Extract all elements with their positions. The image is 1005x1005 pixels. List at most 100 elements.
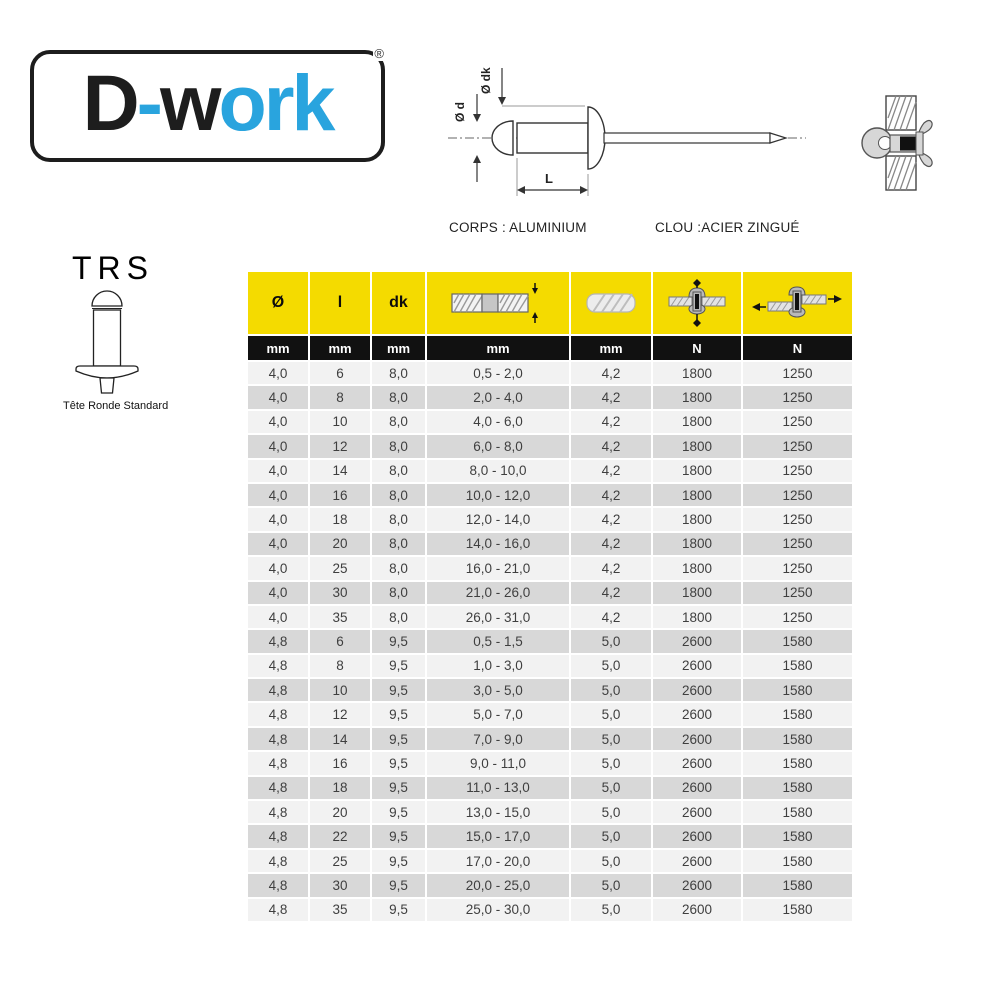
table-cell: 4,0 - 6,0 xyxy=(427,410,569,434)
table-cell: 5,0 xyxy=(571,630,651,653)
table-cell: 5,0 xyxy=(571,874,651,897)
table-cell: 4,8 xyxy=(248,825,308,848)
table-cell: 3,0 - 5,0 xyxy=(427,679,569,702)
logo-dash: - xyxy=(136,57,163,147)
table-cell: 1800 xyxy=(653,435,741,458)
table-cell: 30 xyxy=(310,581,370,604)
table-row: 4,0 20 8,0 14,0 - 16,0 4,2 1800 1250 xyxy=(248,532,852,556)
table-cell: 25,0 - 30,0 xyxy=(427,898,569,921)
table-cell: 1580 xyxy=(743,703,852,726)
table-cell: 1580 xyxy=(743,654,852,678)
rivet-body xyxy=(516,122,589,154)
table-cell: 8,0 xyxy=(372,508,425,531)
table-cell: 4,0 xyxy=(248,386,308,409)
rivet-flange xyxy=(75,365,139,379)
table-cell: 8,0 xyxy=(372,459,425,482)
table-cell: 14 xyxy=(310,727,370,751)
table-cell: 1580 xyxy=(743,630,852,653)
table-units-row: mm mm mm mm mm N N xyxy=(248,336,852,360)
rivet-dimension-diagram: Ø d Ø dk L xyxy=(448,67,806,196)
table-cell: 8,0 xyxy=(372,581,425,604)
table-cell: 18 xyxy=(310,776,370,800)
table-row: 4,8 18 9,5 11,0 - 13,0 5,0 2600 1580 xyxy=(248,776,852,800)
col-header-grip-range xyxy=(427,272,569,334)
table-cell: 1250 xyxy=(743,581,852,604)
dim-label-dk: Ø dk xyxy=(479,67,493,94)
table-cell: 1250 xyxy=(743,459,852,482)
table-cell: 4,2 xyxy=(571,483,651,507)
unit-cell: mm xyxy=(427,336,569,360)
table-cell: 5,0 xyxy=(571,801,651,824)
table-cell: 2600 xyxy=(653,679,741,702)
table-cell: 5,0 xyxy=(571,776,651,800)
table-cell: 10,0 - 12,0 xyxy=(427,483,569,507)
table-cell: 4,8 xyxy=(248,898,308,921)
mandrel-material-label: CLOU :ACIER ZINGUÉ xyxy=(655,220,800,235)
table-cell: 6 xyxy=(310,362,370,385)
table-cell: 6,0 - 8,0 xyxy=(427,435,569,458)
table-cell: 8,0 xyxy=(372,435,425,458)
table-cell: 8,0 xyxy=(372,557,425,580)
table-cell: 1250 xyxy=(743,557,852,580)
shear-strength-icon xyxy=(751,286,842,318)
unit-cell: N xyxy=(743,336,852,360)
table-row: 4,8 16 9,5 9,0 - 11,0 5,0 2600 1580 xyxy=(248,752,852,775)
table-cell: 1800 xyxy=(653,581,741,604)
table-cell: 1250 xyxy=(743,410,852,434)
table-cell: 4,2 xyxy=(571,557,651,580)
table-cell: 16 xyxy=(310,752,370,775)
dim-label-d: Ø d xyxy=(453,102,467,122)
table-cell: 16 xyxy=(310,483,370,507)
table-cell: 9,5 xyxy=(372,849,425,873)
table-body: 4,0 6 8,0 0,5 - 2,0 4,2 1800 1250 4,0 8 8,0 2,0 - … xyxy=(248,362,852,921)
table-cell: 25 xyxy=(310,849,370,873)
table-cell: 1800 xyxy=(653,362,741,385)
table-cell: 9,5 xyxy=(372,654,425,678)
table-cell: 4,0 xyxy=(248,435,308,458)
table-cell: 9,5 xyxy=(372,898,425,921)
table-cell: 9,5 xyxy=(372,776,425,800)
table-cell: 25 xyxy=(310,557,370,580)
table-cell: 8,0 xyxy=(372,483,425,507)
table-cell: 16,0 - 21,0 xyxy=(427,557,569,580)
body-material-label: CORPS : ALUMINIUM xyxy=(449,220,587,235)
table-cell: 0,5 - 1,5 xyxy=(427,630,569,653)
table-cell: 4,8 xyxy=(248,752,308,775)
table-row: 4,0 18 8,0 12,0 - 14,0 4,2 1800 1250 xyxy=(248,508,852,531)
table-cell: 0,5 - 2,0 xyxy=(427,362,569,385)
table-cell: 1800 xyxy=(653,557,741,580)
table-cell: 2600 xyxy=(653,801,741,824)
table-cell: 4,0 xyxy=(248,459,308,482)
table-row: 4,0 16 8,0 10,0 - 12,0 4,2 1800 1250 xyxy=(248,483,852,507)
table-cell: 4,8 xyxy=(248,776,308,800)
table-cell: 35 xyxy=(310,605,370,629)
table-row: 4,8 20 9,5 13,0 - 15,0 5,0 2600 1580 xyxy=(248,801,852,824)
table-cell: 4,2 xyxy=(571,459,651,482)
registered-trademark-icon: ® xyxy=(373,46,385,61)
table-cell: 4,0 xyxy=(248,532,308,556)
table-row: 4,0 25 8,0 16,0 - 21,0 4,2 1800 1250 xyxy=(248,557,852,580)
table-cell: 4,8 xyxy=(248,679,308,702)
table-cell: 1580 xyxy=(743,825,852,848)
table-cell: 5,0 - 7,0 xyxy=(427,703,569,726)
table-cell: 6 xyxy=(310,630,370,653)
table-row: 4,8 6 9,5 0,5 - 1,5 5,0 2600 1580 xyxy=(248,630,852,653)
table-cell: 9,5 xyxy=(372,801,425,824)
table-cell: 4,8 xyxy=(248,630,308,653)
logo-letter-d: D xyxy=(82,57,140,147)
table-cell: 1250 xyxy=(743,508,852,531)
table-cell: 4,2 xyxy=(571,581,651,604)
table-cell: 1580 xyxy=(743,752,852,775)
table-cell: 4,8 xyxy=(248,849,308,873)
table-cell: 4,0 xyxy=(248,410,308,434)
table-cell: 1580 xyxy=(743,874,852,897)
table-cell: 9,5 xyxy=(372,874,425,897)
table-cell: 8,0 xyxy=(372,605,425,629)
product-code: TRS xyxy=(72,250,154,286)
table-cell: 20 xyxy=(310,532,370,556)
table-cell: 2600 xyxy=(653,776,741,800)
dwork-logo-text: D-work xyxy=(83,63,336,150)
table-row: 4,0 14 8,0 8,0 - 10,0 4,2 1800 1250 xyxy=(248,459,852,482)
rivet-mandrel xyxy=(603,132,771,144)
clamped-plates xyxy=(885,95,917,191)
